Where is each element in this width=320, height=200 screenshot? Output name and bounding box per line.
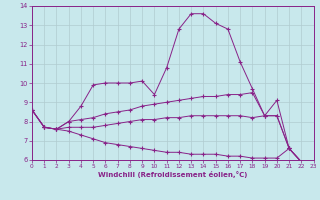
X-axis label: Windchill (Refroidissement éolien,°C): Windchill (Refroidissement éolien,°C): [98, 171, 247, 178]
